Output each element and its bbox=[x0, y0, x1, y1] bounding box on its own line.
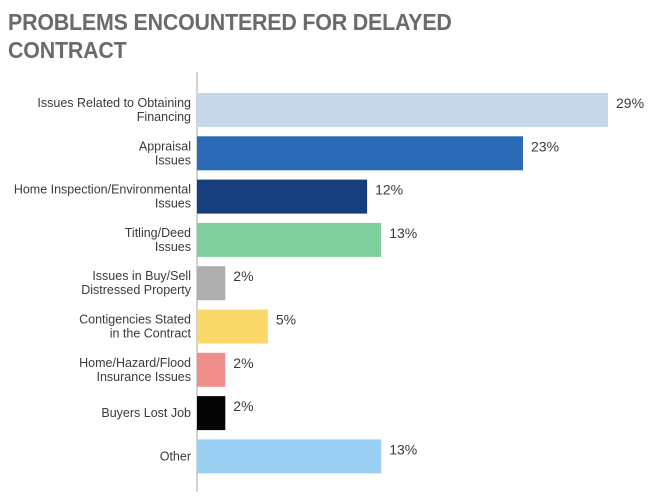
category-label-6: Home/Hazard/Flood Insurance Issues bbox=[79, 356, 191, 384]
category-label-3: Titling/Deed Issues bbox=[125, 226, 191, 254]
category-label-4-line-1: Distressed Property bbox=[81, 283, 192, 297]
bar-4 bbox=[197, 266, 226, 301]
value-labels-group: 29% 23% 12% 13% 2% 5% 2% 2% 13% bbox=[233, 95, 644, 457]
category-label-1: Appraisal Issues bbox=[139, 139, 191, 167]
value-label-3: 13% bbox=[389, 225, 417, 241]
category-label-4: Issues in Buy/Sell Distressed Property bbox=[81, 269, 192, 297]
value-label-8: 13% bbox=[389, 441, 417, 457]
category-label-5: Contigencies Stated in the Contract bbox=[79, 313, 191, 341]
category-label-6-line-0: Home/Hazard/Flood bbox=[79, 356, 191, 370]
category-label-7-line-0: Buyers Lost Job bbox=[101, 406, 191, 420]
value-label-0: 29% bbox=[616, 95, 644, 111]
value-label-6: 2% bbox=[233, 355, 253, 371]
bar-5 bbox=[197, 309, 268, 344]
category-label-5-line-1: in the Contract bbox=[110, 327, 192, 341]
category-label-7: Buyers Lost Job bbox=[101, 406, 191, 420]
category-label-2-line-0: Home Inspection/Environmental bbox=[14, 183, 191, 197]
category-label-0-line-0: Issues Related to Obtaining bbox=[37, 96, 191, 110]
category-label-1-line-0: Appraisal bbox=[139, 139, 191, 153]
bar-8 bbox=[197, 439, 382, 474]
category-label-2-line-1: Issues bbox=[155, 197, 191, 211]
category-label-4-line-0: Issues in Buy/Sell bbox=[92, 269, 191, 283]
bar-0 bbox=[197, 93, 608, 127]
value-label-5: 5% bbox=[276, 312, 296, 328]
category-label-3-line-0: Titling/Deed bbox=[125, 226, 191, 240]
category-label-0: Issues Related to Obtaining Financing bbox=[37, 96, 191, 124]
category-label-5-line-0: Contigencies Stated bbox=[79, 313, 191, 327]
category-label-8-line-0: Other bbox=[160, 449, 191, 463]
chart-title: PROBLEMS ENCOUNTERED FOR DELAYED CONTRAC… bbox=[8, 9, 452, 63]
category-labels-group: Issues Related to Obtaining Financing Appr… bbox=[14, 96, 192, 463]
category-label-3-line-1: Issues bbox=[155, 240, 191, 254]
value-label-7: 2% bbox=[233, 398, 253, 414]
category-label-1-line-1: Issues bbox=[155, 153, 191, 167]
bar-1 bbox=[197, 136, 523, 171]
bar-2 bbox=[197, 179, 368, 214]
bar-3 bbox=[197, 222, 382, 257]
value-label-1: 23% bbox=[531, 138, 559, 154]
bar-6 bbox=[197, 352, 226, 387]
value-label-4: 2% bbox=[233, 268, 253, 284]
category-label-0-line-1: Financing bbox=[137, 110, 191, 124]
bar-7 bbox=[197, 396, 226, 431]
category-label-6-line-1: Insurance Issues bbox=[97, 370, 192, 384]
value-label-2: 12% bbox=[375, 182, 403, 198]
bars-group bbox=[197, 93, 608, 474]
category-label-8: Other bbox=[160, 449, 191, 463]
category-label-2: Home Inspection/Environmental Issues bbox=[14, 183, 191, 211]
